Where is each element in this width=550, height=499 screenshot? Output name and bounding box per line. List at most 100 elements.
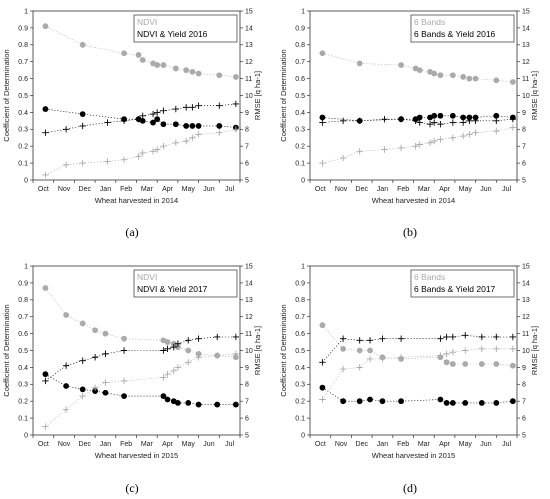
gray-circle-point (121, 50, 127, 57)
black-circle-point (437, 112, 444, 119)
x-tick-label: Dec (356, 441, 369, 448)
left-tick-label: 0.5 (295, 93, 305, 100)
right-tick-label: 12 (245, 314, 253, 321)
right-tick-label: 5 (522, 432, 526, 439)
series-line (322, 127, 513, 164)
gray-circle-point (42, 285, 49, 291)
right-tick-label: 12 (522, 314, 530, 321)
right-tick-label: 9 (522, 110, 526, 117)
gray-plus-point (195, 131, 202, 138)
black-plus-point (160, 107, 167, 114)
x-tick-label: Nov (335, 441, 348, 448)
gray-plus-point (160, 374, 167, 381)
legend-black-label: 6 Bands & Yield 2016 (414, 29, 496, 39)
black-circle-point (493, 112, 500, 119)
right-tick-label: 8 (245, 127, 249, 134)
x-tick-label: Feb (397, 186, 409, 193)
black-plus-point (79, 357, 86, 364)
black-circle-point (319, 384, 326, 391)
gray-circle-point (164, 339, 171, 345)
left-tick-label: 1 (24, 263, 28, 270)
left-tick-label: 0.2 (295, 144, 305, 151)
black-circle-point (164, 396, 171, 403)
right-tick-label: 10 (245, 93, 253, 100)
black-plus-point (437, 335, 444, 342)
panel-b: 00.10.20.30.40.50.60.70.80.9156789101112… (279, 8, 539, 239)
series-line (322, 324, 513, 366)
gray-plus-point (102, 379, 109, 386)
left-tick-label: 0.4 (295, 110, 305, 117)
left-tick-label: 0.8 (18, 297, 28, 304)
left-tick-label: 0.6 (295, 76, 305, 83)
gray-circle-point (460, 74, 467, 80)
left-tick-label: 0.7 (18, 314, 28, 321)
gray-plus-point (319, 159, 326, 167)
gray-circle-point (398, 62, 404, 68)
panel-d: 00.10.20.30.40.50.60.70.80.9156789101112… (279, 263, 539, 495)
left-tick-label: 0 (24, 177, 28, 184)
left-tick-label: 0 (301, 432, 305, 439)
black-circle-point (160, 393, 167, 400)
x-tick-label: Mar (141, 441, 154, 448)
gray-circle-point (416, 67, 423, 74)
left-tick-label: 0.4 (18, 365, 28, 372)
black-circle-point (493, 399, 500, 406)
gray-circle-point (356, 347, 363, 354)
gray-plus-point (478, 345, 486, 353)
black-circle-point (367, 396, 373, 403)
black-plus-point (412, 117, 419, 125)
gray-circle-point (431, 70, 438, 77)
gray-plus-point (104, 158, 111, 165)
left-tick-label: 0 (301, 177, 305, 184)
left-tick-label: 1 (24, 8, 28, 15)
x-tick-label: May (459, 441, 473, 448)
black-circle-point (509, 398, 516, 405)
black-circle-point (102, 389, 109, 396)
x-tick-label: Jun (203, 441, 214, 448)
black-plus-point (339, 335, 347, 342)
black-plus-point (42, 377, 49, 385)
gray-plus-point (79, 392, 86, 400)
gray-circle-point (79, 320, 86, 327)
series-line (45, 103, 236, 133)
panel-letter: (c) (125, 481, 138, 495)
left-tick-label: 0.5 (295, 348, 305, 355)
gray-plus-point (120, 156, 128, 163)
x-tick-label: Dec (356, 186, 369, 193)
black-circle-point (472, 114, 479, 121)
black-plus-point (379, 335, 386, 342)
black-plus-point (493, 333, 500, 341)
x-tick-label: Feb (120, 186, 132, 193)
black-plus-point (139, 112, 146, 119)
left-tick-label: 1 (301, 8, 305, 15)
gray-plus-point (397, 354, 405, 361)
left-tick-label: 0.6 (295, 331, 305, 338)
left-tick-label: 0.9 (18, 280, 28, 287)
gray-circle-point (102, 330, 109, 337)
gray-circle-point (79, 41, 86, 48)
left-tick-label: 0.1 (18, 161, 28, 168)
gray-plus-point (412, 143, 419, 150)
gray-plus-point (319, 396, 326, 403)
black-plus-point (381, 115, 388, 123)
black-plus-point (462, 332, 469, 339)
black-circle-point (443, 399, 450, 406)
black-plus-point (339, 117, 347, 125)
legend-gray-label: NDVI (137, 272, 157, 282)
gray-circle-point (216, 72, 223, 79)
black-plus-point (509, 333, 517, 341)
gray-circle-point (170, 340, 177, 347)
x-axis-title: Wheat harvested in 2015 (95, 451, 178, 460)
gray-plus-point (356, 364, 363, 371)
left-tick-label: 0.9 (295, 280, 305, 287)
gray-plus-point (135, 153, 142, 160)
black-plus-point (149, 110, 157, 118)
black-circle-point (183, 123, 190, 129)
left-tick-label: 0.5 (18, 348, 28, 355)
black-plus-point (120, 117, 128, 125)
right-tick-label: 9 (245, 110, 249, 117)
left-tick-label: 0 (24, 432, 28, 439)
gray-plus-point (91, 384, 99, 391)
gray-circle-point (160, 62, 167, 68)
gray-plus-point (449, 134, 457, 141)
